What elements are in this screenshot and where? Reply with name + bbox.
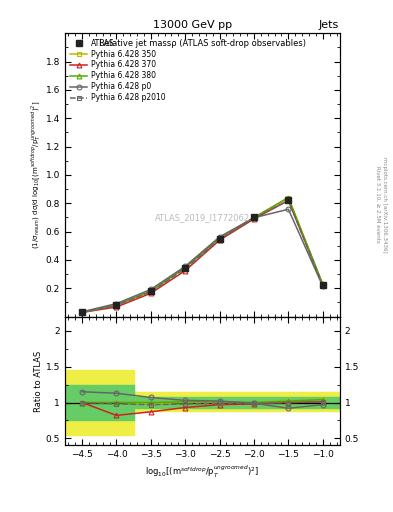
- Text: mcplots.cern.ch [arXiv:1306.3436]: mcplots.cern.ch [arXiv:1306.3436]: [382, 157, 387, 252]
- Bar: [134, 397, 340, 408]
- Legend: ATLAS, Pythia 6.428 350, Pythia 6.428 370, Pythia 6.428 380, Pythia 6.428 p0, Py: ATLAS, Pythia 6.428 350, Pythia 6.428 37…: [68, 36, 168, 104]
- Text: Jets: Jets: [318, 20, 339, 31]
- Text: 13000 GeV pp: 13000 GeV pp: [153, 20, 232, 31]
- Y-axis label: (1/σ$_{resum}$) dσ/d log$_{10}$[(m$^{soft drop}$/p$_T^{ungroomed}$)$^2$]: (1/σ$_{resum}$) dσ/d log$_{10}$[(m$^{sof…: [30, 101, 43, 249]
- Y-axis label: Ratio to ATLAS: Ratio to ATLAS: [34, 350, 43, 412]
- Text: Relative jet massρ (ATLAS soft-drop observables): Relative jet massρ (ATLAS soft-drop obse…: [99, 39, 306, 48]
- Text: ATLAS_2019_I1772062: ATLAS_2019_I1772062: [155, 213, 250, 222]
- Bar: [65, 385, 134, 420]
- Text: Rivet 3.1.10, ≥ 2.5M events: Rivet 3.1.10, ≥ 2.5M events: [375, 166, 380, 243]
- Bar: [65, 370, 134, 435]
- Bar: [134, 393, 340, 411]
- X-axis label: log$_{10}$[(m$^{soft drop}$/p$_T^{ungroomed}$)$^2$]: log$_{10}$[(m$^{soft drop}$/p$_T^{ungroo…: [145, 463, 259, 480]
